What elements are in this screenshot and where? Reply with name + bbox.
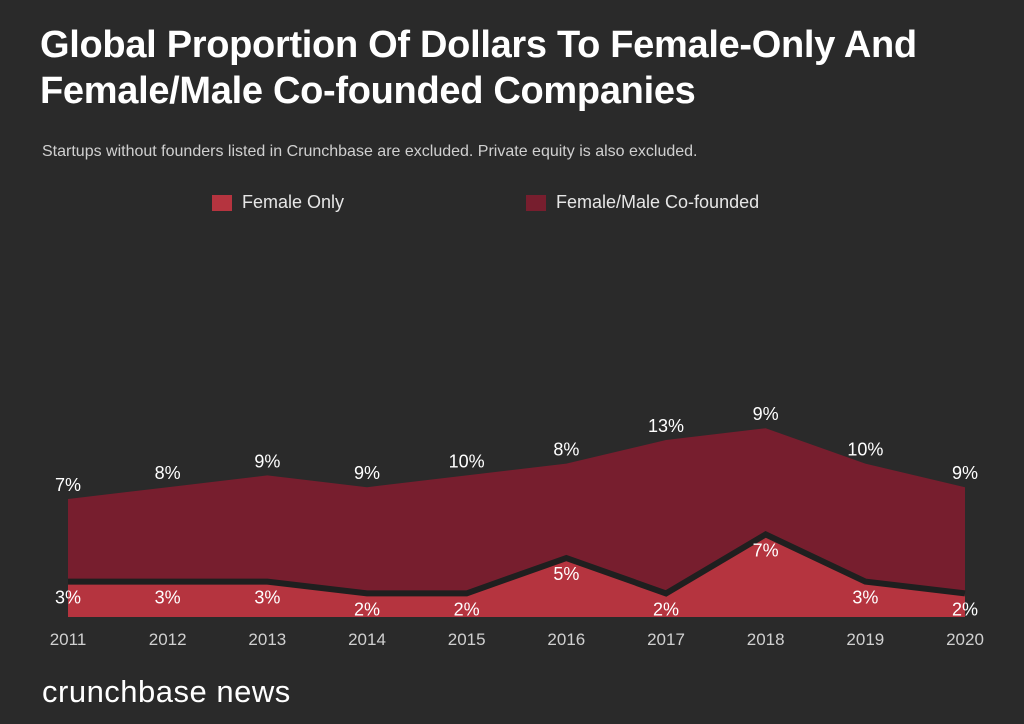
- data-label-female-only: 3%: [55, 588, 81, 608]
- x-tick-label: 2019: [846, 630, 884, 649]
- x-tick-label: 2018: [747, 630, 785, 649]
- x-tick-label: 2011: [50, 630, 87, 649]
- data-label-cofounded: 9%: [753, 404, 779, 424]
- x-tick-label: 2015: [448, 630, 486, 649]
- data-label-female-only: 3%: [254, 588, 280, 608]
- data-label-cofounded: 8%: [155, 463, 181, 483]
- data-label-female-only: 7%: [753, 540, 779, 560]
- data-label-cofounded: 8%: [553, 440, 579, 460]
- crunchbase-news-logo: crunchbase news: [42, 674, 291, 709]
- x-tick-label: 2016: [547, 630, 585, 649]
- legend-swatch-female-only: [212, 194, 232, 211]
- data-label-cofounded: 9%: [952, 463, 978, 483]
- legend-item-female-only: Female Only: [212, 192, 344, 213]
- data-label-female-only: 2%: [454, 599, 480, 619]
- x-tick-label: 2020: [946, 630, 984, 649]
- data-label-female-only: 3%: [155, 588, 181, 608]
- chart-title: Global Proportion Of Dollars To Female-O…: [40, 24, 917, 112]
- legend-label-female-only: Female Only: [242, 192, 345, 212]
- legend-swatch-cofounded: [526, 194, 546, 211]
- data-label-cofounded: 13%: [648, 416, 684, 436]
- x-tick-label: 2012: [149, 630, 187, 649]
- data-label-female-only: 5%: [553, 564, 579, 584]
- data-label-female-only: 2%: [952, 599, 978, 619]
- data-label-cofounded: 10%: [847, 440, 883, 460]
- data-label-cofounded: 9%: [254, 451, 280, 471]
- data-label-female-only: 2%: [354, 599, 380, 619]
- data-label-cofounded: 7%: [55, 475, 81, 495]
- legend-item-cofounded: Female/Male Co-founded: [526, 192, 759, 213]
- legend-label-cofounded: Female/Male Co-founded: [556, 192, 760, 212]
- x-tick-label: 2017: [647, 630, 685, 649]
- area-cofounded: [68, 428, 965, 594]
- x-tick-label: 2013: [248, 630, 286, 649]
- data-label-female-only: 3%: [852, 588, 878, 608]
- legend: Female Only Female/Male Co-founded: [0, 192, 1024, 216]
- x-tick-label: 2014: [348, 630, 386, 649]
- data-label-cofounded: 10%: [449, 451, 485, 471]
- series-boundary-line: [68, 531, 966, 597]
- data-label-female-only: 2%: [653, 599, 679, 619]
- chart-subtitle: Startups without founders listed in Crun…: [42, 143, 698, 160]
- data-label-cofounded: 9%: [354, 463, 380, 483]
